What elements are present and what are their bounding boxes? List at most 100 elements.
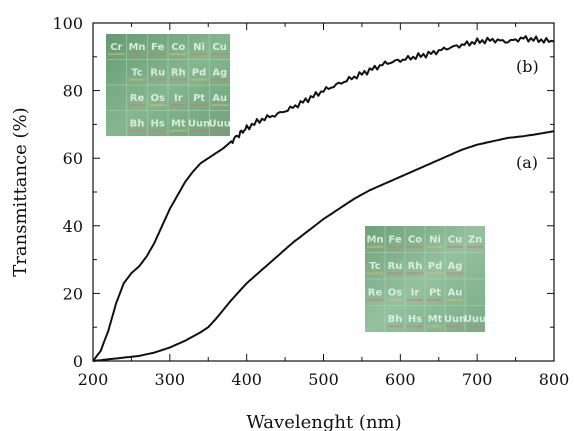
- inset-cell-stripe: [427, 272, 443, 275]
- inset-cell-stripe: [128, 78, 146, 81]
- inset-element-symbol: Ni: [193, 42, 205, 53]
- inset-element-symbol: Tc: [131, 67, 142, 78]
- inset-element-symbol: Cr: [110, 42, 122, 53]
- x-tick-label: 700: [462, 370, 493, 389]
- x-tick-label: 400: [231, 370, 262, 389]
- inset-element-symbol: Ni: [429, 234, 441, 245]
- inset-cell-stripe: [407, 298, 423, 301]
- inset-element-symbol: Co: [408, 234, 422, 245]
- inset-element-symbol: Uun: [444, 314, 466, 325]
- inset-cell-stripe: [211, 78, 228, 81]
- inset-element-symbol: Pd: [192, 67, 207, 78]
- inset-element-symbol: Os: [388, 287, 403, 298]
- inset-cell-stripe: [170, 104, 187, 107]
- inset-element-symbol: Co: [171, 42, 185, 53]
- inset-cell-stripe: [367, 272, 383, 275]
- inset-element-symbol: Cu: [448, 234, 462, 245]
- inset-cell-stripe: [447, 325, 463, 328]
- inset-cell-stripe: [211, 53, 228, 56]
- y-tick-label: 40: [63, 217, 83, 236]
- series-label-b: (b): [516, 57, 539, 76]
- inset-cell-stripe: [149, 78, 166, 81]
- inset-element-symbol: Bh: [130, 118, 145, 129]
- inset-cell-stripe: [367, 298, 383, 301]
- inset-cell-stripe: [128, 129, 146, 132]
- inset-cell-stripe: [407, 325, 423, 328]
- inset-element-symbol: Fe: [151, 42, 164, 53]
- inset-element-symbol: Au: [448, 287, 463, 298]
- inset-element-symbol: Fe: [388, 234, 401, 245]
- inset-glare: [106, 34, 230, 136]
- inset-cell-stripe: [190, 78, 208, 81]
- inset-element-symbol: Mn: [366, 234, 383, 245]
- y-tick-label: 20: [63, 284, 83, 303]
- x-tick-label: 200: [78, 370, 109, 389]
- ticks-layer: 200 300 400 500 600 700 800 0 20 40 60 80 100: [52, 14, 569, 389]
- x-tick-label: 500: [308, 370, 339, 389]
- x-axis-title: Wavelenght (nm): [246, 412, 401, 431]
- inset-cell-stripe: [447, 245, 463, 248]
- inset-element-symbol: Pd: [428, 261, 443, 272]
- plot-frame: [92, 22, 555, 362]
- inset-element-symbol: Au: [212, 93, 227, 104]
- inset-element-symbol: Uuu: [208, 118, 230, 129]
- inset-cell-stripe: [190, 129, 208, 132]
- inset-cell-stripe: [170, 53, 187, 56]
- inset-cell-stripe: [149, 104, 166, 107]
- inset-cell-stripe: [190, 53, 208, 56]
- inset-cell-stripe: [108, 53, 125, 56]
- inset-element-symbol: Ir: [174, 93, 183, 104]
- inset-element-symbol: Mt: [428, 314, 443, 325]
- inset-cell-stripe: [387, 298, 403, 301]
- inset-cell-stripe: [170, 78, 187, 81]
- inset-element-symbol: Ag: [212, 67, 227, 78]
- inset-element-symbol: Ru: [150, 67, 165, 78]
- inset-element-symbol: Cu: [212, 42, 226, 53]
- inset-cell-stripe: [387, 245, 403, 248]
- inset-glare: [365, 226, 485, 332]
- inset-element-symbol: Mt: [171, 118, 186, 129]
- inset-cell-stripe: [387, 272, 403, 275]
- inset-element-symbol: Uuu: [464, 314, 486, 325]
- inset-cell-stripe: [128, 104, 146, 107]
- inset-element-symbol: Rh: [408, 261, 423, 272]
- inset-element-symbol: Os: [150, 93, 165, 104]
- inset-element-symbol: Re: [368, 287, 383, 298]
- series-label-a: (a): [516, 153, 538, 172]
- x-tick-label: 800: [539, 370, 570, 389]
- inset-element-symbol: Ag: [448, 261, 463, 272]
- inset-element-symbol: Pt: [429, 287, 441, 298]
- inset-element-symbol: Uun: [188, 118, 210, 129]
- inset-cell-stripe: [467, 245, 483, 248]
- inset-element-symbol: Zn: [468, 234, 482, 245]
- inset-element-symbol: Re: [130, 93, 145, 104]
- inset-element-symbol: Mn: [128, 42, 145, 53]
- inset-cell-stripe: [128, 53, 146, 56]
- inset-cell-stripe: [407, 245, 423, 248]
- inset-cell-stripe: [149, 129, 166, 132]
- inset-element-symbol: Pt: [193, 93, 205, 104]
- inset-element-symbol: Hs: [151, 118, 165, 129]
- x-tick-label: 600: [385, 370, 416, 389]
- inset-element-symbol: Tc: [369, 261, 380, 272]
- inset-cell-stripe: [447, 298, 463, 301]
- inset-cell-stripe: [467, 325, 483, 328]
- inset-element-symbol: Ru: [388, 261, 403, 272]
- inset-element-symbol: Rh: [171, 67, 186, 78]
- series-layer: [92, 35, 555, 362]
- inset-cell-stripe: [407, 272, 423, 275]
- inset-cell-stripe: [387, 325, 403, 328]
- inset-cell-stripe: [149, 53, 166, 56]
- inset-cell-stripe: [170, 129, 187, 132]
- inset-cell-stripe: [427, 325, 443, 328]
- inset-cell-stripe: [447, 272, 463, 275]
- inset-cell-stripe: [190, 104, 208, 107]
- inset-cell-stripe: [211, 129, 228, 132]
- inset-cell-stripe: [427, 298, 443, 301]
- inset-element-symbol: Hs: [408, 314, 422, 325]
- series-line-a: [92, 130, 555, 362]
